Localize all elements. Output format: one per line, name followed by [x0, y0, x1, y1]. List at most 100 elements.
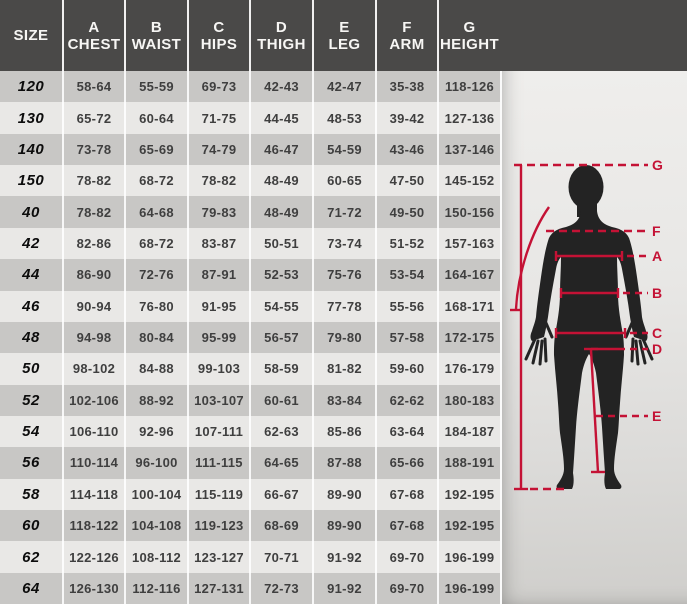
value-cell: 108-112	[124, 541, 187, 573]
value-cell: 42-47	[312, 71, 375, 103]
value-cell: 91-92	[312, 541, 375, 573]
value-cell: 60-65	[312, 165, 375, 197]
value-cell: 54-55	[249, 290, 312, 322]
value-cell: 57-58	[375, 321, 437, 354]
value-cell: 35-38	[375, 71, 437, 103]
value-cell: 39-42	[375, 102, 437, 134]
value-cell: 112-116	[124, 572, 187, 604]
value-cell: 150-156	[437, 196, 500, 228]
value-cell: 48-49	[249, 196, 312, 228]
table-row: 50 98-102 84-88 99-103 58-59 81-82 59-60 176-17…	[0, 353, 500, 385]
value-cell: 60-64	[124, 102, 187, 134]
value-cell: 51-52	[375, 227, 437, 260]
value-cell: 69-70	[375, 541, 437, 573]
value-cell: 91-92	[312, 572, 375, 604]
size-cell: 48	[22, 329, 40, 347]
value-cell: 46-47	[249, 133, 312, 166]
value-cell: 94-98	[62, 321, 124, 354]
value-cell: 65-66	[375, 447, 437, 479]
value-cell: 71-75	[187, 102, 249, 134]
size-cell: 64	[22, 579, 40, 597]
value-cell: 114-118	[62, 478, 124, 511]
table-row: 60 118-122 104-108 119-123 68-69 89-90 67-68 19…	[0, 510, 500, 542]
value-cell: 84-88	[124, 353, 187, 385]
value-cell: 42-43	[249, 71, 312, 103]
value-cell: 107-111	[187, 415, 249, 448]
marker-label-g: G	[652, 157, 663, 173]
value-cell: 68-72	[124, 165, 187, 197]
value-cell: 86-90	[62, 259, 124, 291]
value-cell: 70-71	[249, 541, 312, 573]
value-cell: 65-72	[62, 102, 124, 134]
value-cell: 122-126	[62, 541, 124, 573]
value-cell: 64-68	[124, 196, 187, 228]
value-cell: 72-73	[249, 572, 312, 604]
table-body: 120 58-64 55-59 69-73 42-43 42-47 35-38 118-126…	[0, 71, 500, 604]
value-cell: 72-76	[124, 259, 187, 291]
header-cell-thigh: D THIGH	[249, 0, 312, 71]
marker-label-b: B	[652, 285, 663, 301]
header-cell-leg: E LEG	[312, 0, 375, 71]
value-cell: 74-79	[187, 133, 249, 166]
value-cell: 127-136	[437, 102, 500, 134]
value-cell: 55-56	[375, 290, 437, 322]
value-cell: 73-74	[312, 227, 375, 260]
table-header-row: SIZE A CHEST B WAIST C HIPS D THIGH E LEG F ARM G HEIG…	[0, 0, 500, 71]
value-cell: 126-130	[62, 572, 124, 604]
value-cell: 106-110	[62, 415, 124, 448]
size-cell: 58	[22, 485, 40, 503]
table-row: 56 110-114 96-100 111-115 64-65 87-88 65-66 188…	[0, 447, 500, 479]
size-cell: 60	[22, 517, 40, 535]
value-cell: 66-67	[249, 478, 312, 511]
size-cell: 42	[22, 234, 40, 252]
table-row: 62 122-126 108-112 123-127 70-71 91-92 69-70 19…	[0, 541, 500, 573]
size-cell: 56	[22, 454, 40, 472]
value-cell: 98-102	[62, 353, 124, 385]
header-cell-hips: C HIPS	[187, 0, 249, 71]
value-cell: 96-100	[124, 447, 187, 479]
marker-label-c: C	[652, 325, 663, 341]
value-cell: 53-54	[375, 259, 437, 291]
value-cell: 62-62	[375, 384, 437, 416]
value-cell: 58-64	[62, 71, 124, 103]
value-cell: 78-82	[62, 196, 124, 228]
table-row: 54 106-110 92-96 107-111 62-63 85-86 63-64 184-…	[0, 415, 500, 448]
value-cell: 192-195	[437, 478, 500, 511]
header-cell-arm: F ARM	[375, 0, 437, 71]
value-cell: 79-80	[312, 321, 375, 354]
value-cell: 78-82	[187, 165, 249, 197]
table-row: 46 90-94 76-80 91-95 54-55 77-78 55-56 168-171	[0, 290, 500, 322]
size-cell: 54	[22, 423, 40, 441]
header-cell-size: SIZE	[13, 27, 49, 44]
header-cell-chest: A CHEST	[62, 0, 124, 71]
value-cell: 172-175	[437, 321, 500, 354]
value-cell: 77-78	[312, 290, 375, 322]
table-row: 64 126-130 112-116 127-131 72-73 91-92 69-70 19…	[0, 572, 500, 604]
value-cell: 92-96	[124, 415, 187, 448]
value-cell: 78-82	[62, 165, 124, 197]
value-cell: 56-57	[249, 321, 312, 354]
table-row: 130 65-72 60-64 71-75 44-45 48-53 39-42 127-136	[0, 102, 500, 134]
value-cell: 71-72	[312, 196, 375, 228]
value-cell: 111-115	[187, 447, 249, 479]
value-cell: 83-84	[312, 384, 375, 416]
value-cell: 68-69	[249, 510, 312, 542]
value-cell: 85-86	[312, 415, 375, 448]
value-cell: 192-195	[437, 510, 500, 542]
value-cell: 123-127	[187, 541, 249, 573]
value-cell: 76-80	[124, 290, 187, 322]
size-cell: 44	[22, 266, 40, 284]
value-cell: 69-73	[187, 71, 249, 103]
value-cell: 55-59	[124, 71, 187, 103]
value-cell: 102-106	[62, 384, 124, 416]
value-cell: 119-123	[187, 510, 249, 542]
size-cell: 52	[22, 391, 40, 409]
value-cell: 137-146	[437, 133, 500, 166]
value-cell: 104-108	[124, 510, 187, 542]
value-cell: 184-187	[437, 415, 500, 448]
value-cell: 60-61	[249, 384, 312, 416]
marker-label-e: E	[652, 408, 662, 424]
value-cell: 88-92	[124, 384, 187, 416]
measurement-lines-icon	[510, 163, 648, 491]
